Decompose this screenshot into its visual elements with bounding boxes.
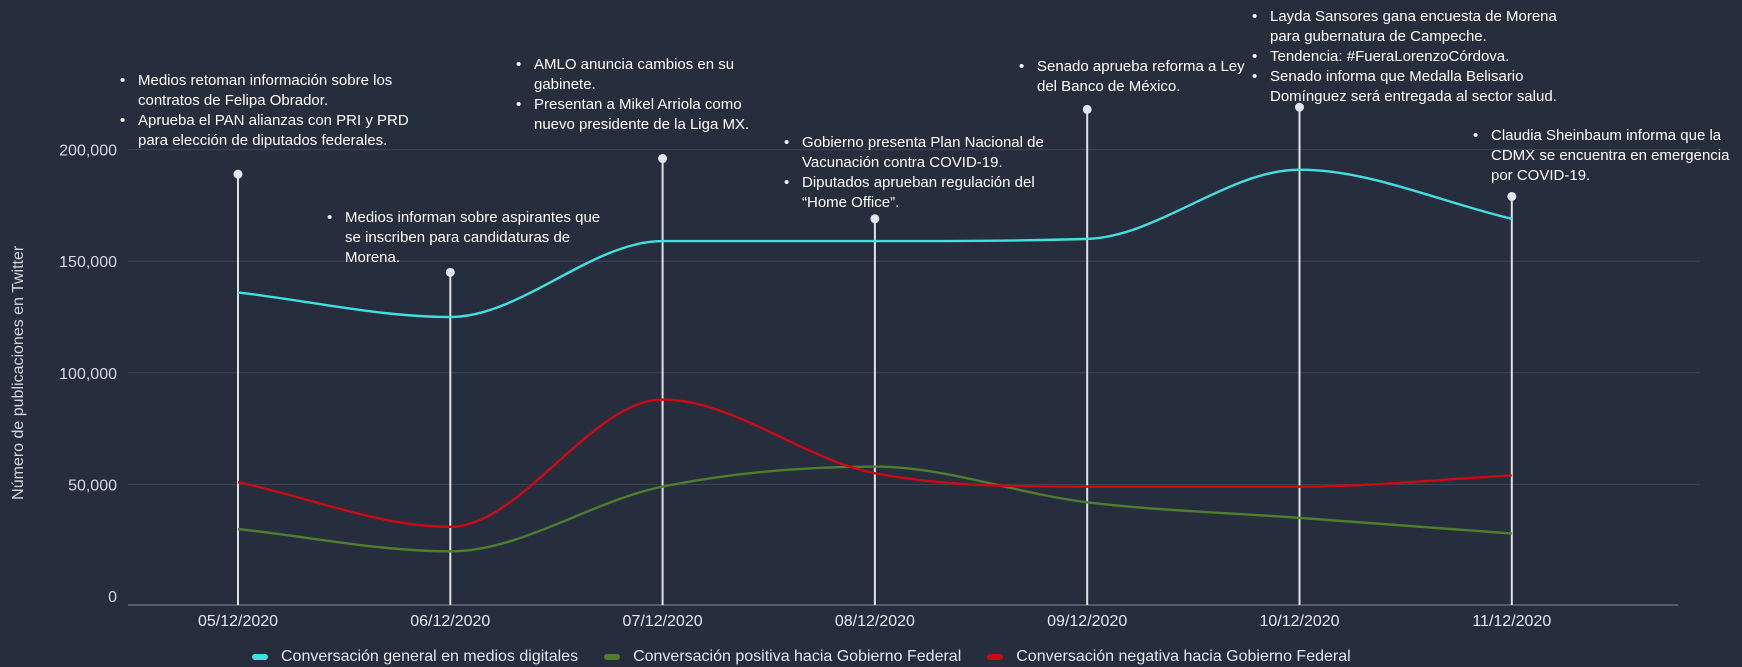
annotation-item: AMLO anuncia cambios en su gabinete.: [516, 55, 786, 95]
x-tick-label: 11/12/2020: [1472, 613, 1551, 630]
annotation-item: Medios informan sobre aspirantes que se …: [327, 208, 607, 268]
annotation-box: Medios retoman información sobre los con…: [120, 71, 440, 151]
legend-swatch-positiva: [604, 654, 621, 660]
annotation-markers: [233, 102, 1517, 605]
series-line-general[interactable]: [237, 168, 1513, 319]
y-tick-label: 100,000: [59, 366, 117, 383]
series-lines: [237, 168, 1513, 553]
annotation-item: Diputados aprueban regulación del “Home …: [784, 173, 1074, 213]
annotation-item: Gobierno presenta Plan Nacional de Vacun…: [784, 133, 1074, 173]
annotation-list: Medios informan sobre aspirantes que se …: [327, 208, 607, 268]
annotation-item: Aprueba el PAN alianzas con PRI y PRD pa…: [120, 111, 440, 151]
annotation-box: Medios informan sobre aspirantes que se …: [327, 208, 607, 268]
annotation-box: Senado aprueba reforma a Ley del Banco d…: [1019, 57, 1249, 97]
annotation-list: Senado aprueba reforma a Ley del Banco d…: [1019, 57, 1249, 97]
annotation-item: Senado informa que Medalla Belisario Dom…: [1252, 67, 1582, 107]
legend-swatch-general: [252, 654, 268, 660]
y-tick-label: 50,000: [68, 477, 117, 494]
annotation-dot[interactable]: [445, 267, 455, 277]
annotation-box: Layda Sansores gana encuesta de Morena p…: [1252, 7, 1582, 107]
annotation-list: Medios retoman información sobre los con…: [120, 71, 440, 151]
legend: Conversación general en medios digitales…: [252, 648, 1351, 666]
x-axis-ticks: 05/12/2020 06/12/2020 07/12/2020 08/12/2020…: [198, 613, 1551, 630]
annotation-dot[interactable]: [870, 214, 880, 224]
legend-item-negativa[interactable]: Conversación negativa hacia Gobierno Fed…: [987, 648, 1351, 666]
y-axis-ticks: 0 50,000 100,000 150,000 200,000: [59, 143, 117, 606]
legend-label-general: Conversación general en medios digitales: [281, 648, 579, 665]
legend-label-positiva: Conversación positiva hacia Gobierno Fed…: [633, 648, 962, 665]
series-line-positiva[interactable]: [237, 465, 1512, 553]
y-tick-label: 0: [108, 589, 117, 606]
annotation-box: Gobierno presenta Plan Nacional de Vacun…: [784, 133, 1074, 213]
annotation-list: Layda Sansores gana encuesta de Morena p…: [1252, 7, 1582, 107]
x-tick-label: 10/12/2020: [1259, 613, 1339, 630]
annotation-item: Layda Sansores gana encuesta de Morena p…: [1252, 7, 1582, 47]
annotation-list: Claudia Sheinbaum informa que la CDMX se…: [1473, 126, 1742, 186]
legend-item-positiva[interactable]: Conversación positiva hacia Gobierno Fed…: [604, 648, 961, 666]
x-tick-label: 06/12/2020: [410, 613, 490, 630]
annotation-dot[interactable]: [658, 154, 668, 164]
annotation-list: AMLO anuncia cambios en su gabinete.Pres…: [516, 55, 786, 135]
annotation-item: Senado aprueba reforma a Ley del Banco d…: [1019, 57, 1249, 97]
x-tick-label: 09/12/2020: [1047, 613, 1127, 630]
annotation-dot[interactable]: [1082, 104, 1092, 114]
annotation-item: Tendencia: #FueraLorenzoCórdova.: [1252, 47, 1582, 67]
annotation-item: Presentan a Mikel Arriola como nuevo pre…: [516, 95, 786, 135]
x-tick-label: 05/12/2020: [198, 613, 278, 630]
annotation-box: AMLO anuncia cambios en su gabinete.Pres…: [516, 55, 786, 135]
y-tick-label: 200,000: [59, 143, 117, 160]
annotation-dot[interactable]: [1507, 191, 1517, 201]
y-axis-label: Número de publicaciones en Twitter: [10, 245, 27, 500]
x-tick-label: 08/12/2020: [835, 613, 915, 630]
annotation-list: Gobierno presenta Plan Nacional de Vacun…: [784, 133, 1074, 213]
annotation-box: Claudia Sheinbaum informa que la CDMX se…: [1473, 126, 1742, 186]
legend-swatch-negativa: [987, 654, 1004, 660]
legend-item-general[interactable]: Conversación general en medios digitales: [252, 648, 578, 666]
x-tick-label: 07/12/2020: [623, 613, 703, 630]
annotation-item: Claudia Sheinbaum informa que la CDMX se…: [1473, 126, 1742, 186]
annotation-dot[interactable]: [233, 169, 243, 179]
y-tick-label: 150,000: [59, 254, 117, 271]
annotation-item: Medios retoman información sobre los con…: [120, 71, 440, 111]
series-line-negativa[interactable]: [237, 398, 1512, 529]
legend-label-negativa: Conversación negativa hacia Gobierno Fed…: [1016, 648, 1351, 665]
